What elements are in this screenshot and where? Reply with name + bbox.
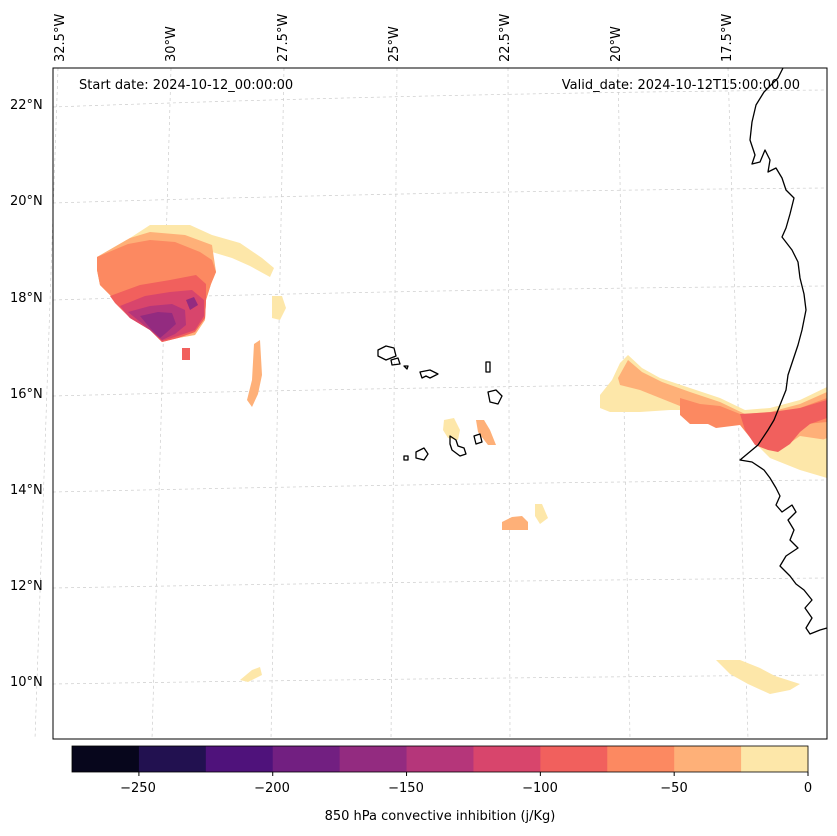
colorbar-segment: [473, 746, 541, 772]
lat-label-12n: 12°N: [10, 579, 43, 594]
island-maio: [473, 433, 483, 445]
lon-label-17-5w: 17.5°W: [720, 13, 735, 62]
map-border: [52, 67, 828, 740]
island-santo-antao: [377, 345, 397, 361]
cin-patch-center-2: [476, 420, 496, 445]
colorbar-tick-label: 0: [803, 781, 813, 796]
colorbar-segment: [205, 746, 274, 772]
colorbar-segment: [540, 746, 608, 772]
island-sao-nicolau: [419, 369, 439, 379]
island-sal: [485, 361, 491, 373]
colorbar-tick-label: −150: [388, 781, 424, 796]
cin-region-east-hole: [795, 438, 827, 470]
lat-label-10n: 10°N: [10, 675, 43, 690]
lon-label-20w: 20°W: [609, 26, 624, 62]
lat-label-22n: 22°N: [10, 98, 43, 113]
colorbar-segment: [138, 746, 207, 772]
colorbar: [71, 745, 809, 776]
start-date-label: Start date: 2024-10-12_00:00:00: [79, 78, 294, 93]
island-santiago: [449, 435, 467, 457]
cin-patch-south-2: [535, 504, 548, 524]
coastlines: [377, 67, 828, 635]
cin-patch-southeast: [716, 660, 800, 694]
cin-patch-southwest: [240, 667, 262, 682]
cin-patch-center-1: [443, 418, 460, 440]
island-boa-vista: [487, 389, 503, 405]
cin-strip-1: [272, 296, 286, 320]
colorbar-tick-label: −250: [120, 781, 156, 796]
colorbar-segment: [272, 746, 341, 772]
colorbar-tick-label: −50: [660, 781, 688, 796]
cin-strip-2: [247, 340, 262, 407]
colorbar-frame: [71, 745, 809, 773]
lat-label-16n: 16°N: [10, 387, 43, 402]
valid-date-label: Valid_date: 2024-10-12T15:00:00.00: [561, 78, 800, 93]
island-brava: [403, 455, 409, 461]
colorbar-segment: [72, 746, 140, 772]
colorbar-segment: [741, 746, 809, 772]
colorbar-tick-label: −100: [522, 781, 558, 796]
cin-patch-south-1: [502, 516, 528, 530]
colorbar-segment: [339, 746, 408, 772]
africa-coast: [739, 67, 828, 635]
island-fogo: [415, 447, 429, 461]
lon-label-22-5w: 22.5°W: [498, 13, 513, 62]
cin-speck-1: [182, 348, 190, 360]
colorbar-tick-label: −200: [254, 781, 290, 796]
colorbar-segment: [607, 746, 675, 772]
lat-label-20n: 20°N: [10, 194, 43, 209]
lon-label-32-5w: 32.5°W: [53, 13, 68, 62]
colorbar-segment: [406, 746, 474, 772]
lat-label-18n: 18°N: [10, 291, 43, 306]
lon-label-30w: 30°W: [164, 26, 179, 62]
lat-label-14n: 14°N: [10, 483, 43, 498]
colorbar-title: 850 hPa convective inhibition (j/Kg): [324, 809, 556, 824]
lon-label-25w: 25°W: [387, 26, 402, 62]
island-santa-luzia: [403, 365, 409, 370]
colorbar-segment: [674, 746, 742, 772]
cin-field: [97, 225, 827, 694]
island-sao-vicente: [390, 357, 401, 366]
lon-label-27-5w: 27.5°W: [276, 13, 291, 62]
cin-region-west-8: [186, 297, 198, 310]
cin-region-west-7: [140, 312, 176, 338]
